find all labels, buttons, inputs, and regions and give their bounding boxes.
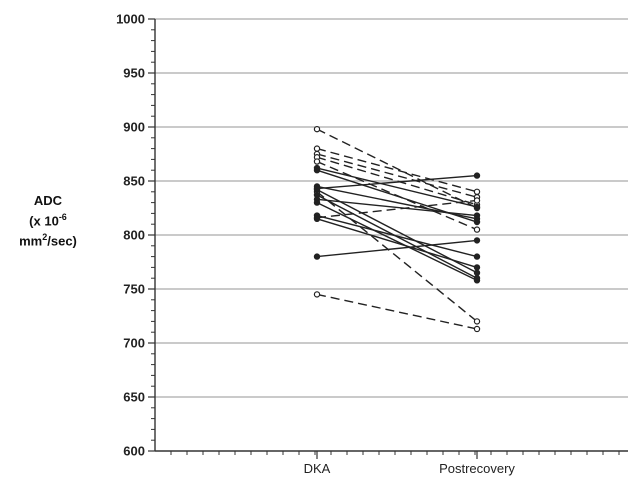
filled-point <box>313 196 321 203</box>
filled-point <box>473 253 481 260</box>
grid-lines <box>155 18 628 398</box>
solid-series-line <box>316 174 478 190</box>
y-tick-label-750: 750 <box>123 282 145 297</box>
dashed-series-line <box>316 147 478 193</box>
solid-series-line <box>316 201 478 281</box>
series-lines <box>316 128 478 330</box>
open-point <box>473 325 481 333</box>
x-category-label-1: Postrecovery <box>439 461 515 476</box>
open-point <box>313 145 321 152</box>
open-point <box>313 158 321 165</box>
dashed-series-line <box>316 199 478 219</box>
filled-point <box>473 237 481 244</box>
filled-point <box>473 277 481 284</box>
filled-point <box>473 172 481 179</box>
dashed-series-line <box>316 191 478 322</box>
x-minor-ticks <box>170 451 620 459</box>
y-tick-label-650: 650 <box>123 390 145 405</box>
open-point <box>473 226 481 233</box>
y-axis-label-line-3: mm2/sec) <box>19 232 77 249</box>
dashed-series-line <box>316 128 478 209</box>
y-tick-label-600: 600 <box>123 444 145 459</box>
filled-point <box>313 164 321 172</box>
y-axis-label: ADC (x 10-6 mm2/sec) <box>2 193 94 250</box>
solid-series-line <box>316 198 478 217</box>
y-tick-label-950: 950 <box>123 66 145 81</box>
filled-point <box>473 212 481 219</box>
filled-point <box>473 264 481 271</box>
y-tick-labels: 600 650 700 750 800 850 900 950 1000 <box>116 12 155 459</box>
open-point <box>473 318 481 325</box>
y-tick-label-850: 850 <box>123 174 145 189</box>
x-category-label-0: DKA <box>304 461 331 476</box>
filled-point <box>313 185 321 192</box>
open-point <box>473 188 481 195</box>
filled-point <box>473 269 481 276</box>
filled-point <box>313 253 321 260</box>
open-point <box>473 197 481 204</box>
filled-point <box>313 215 321 222</box>
y-tick-label-800: 800 <box>123 228 145 243</box>
y-minor-ticks <box>151 29 155 441</box>
solid-series-line <box>316 214 478 258</box>
solid-series-line <box>316 239 478 258</box>
open-point <box>313 125 321 133</box>
solid-series-line <box>316 218 478 269</box>
open-point <box>313 291 321 298</box>
y-axis-label-line-1: ADC <box>33 193 63 208</box>
series-points <box>313 125 481 333</box>
solid-series-line <box>316 167 478 208</box>
y-axis-label-line-2: (x 10-6 <box>29 212 67 229</box>
dashed-series-line <box>316 293 478 330</box>
y-tick-label-900: 900 <box>123 120 145 135</box>
x-category-labels: DKA Postrecovery <box>304 461 516 476</box>
y-tick-label-1000: 1000 <box>116 12 145 27</box>
filled-point <box>473 203 481 211</box>
y-tick-label-700: 700 <box>123 336 145 351</box>
